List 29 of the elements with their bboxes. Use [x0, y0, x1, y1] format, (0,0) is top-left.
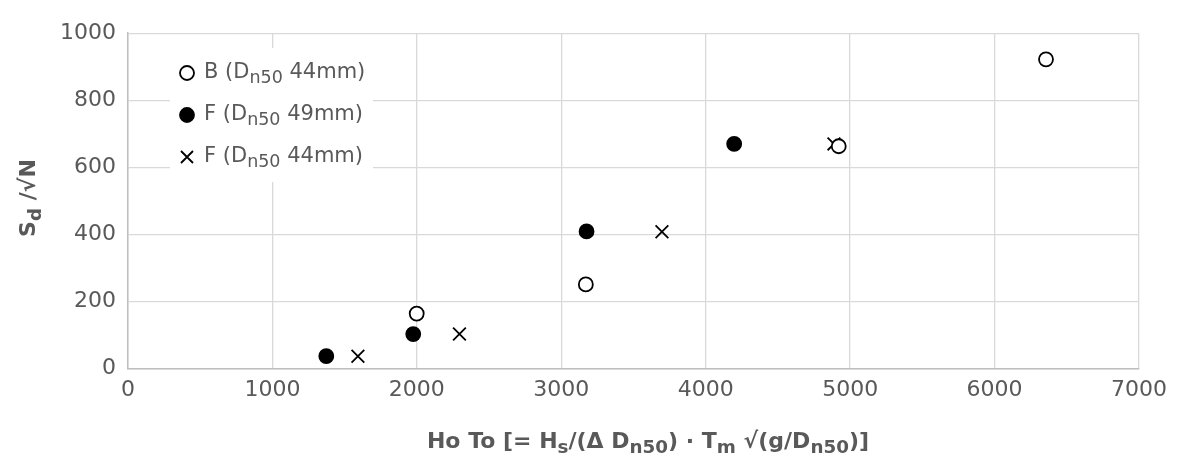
- y-tick-label: 200: [73, 287, 116, 313]
- point: [726, 135, 743, 152]
- legend-label: F (D$_{n50}$ 44mm): [204, 142, 363, 172]
- point: [318, 348, 335, 365]
- point: [350, 348, 366, 364]
- x-tick-label: 2000: [388, 375, 445, 401]
- x-tick-label: 3000: [533, 375, 590, 401]
- x-tick-label: 4000: [677, 375, 734, 401]
- y-tick-label: 0: [101, 354, 116, 380]
- y-tick-label: 600: [73, 153, 116, 179]
- x-tick-label: 6000: [966, 375, 1023, 401]
- legend-label: B (D$_{n50}$ 44mm): [204, 58, 366, 88]
- x-tick-label: 1000: [244, 375, 301, 401]
- x-tick-label: 0: [120, 375, 135, 401]
- x-tick-label: 7000: [1111, 375, 1168, 401]
- point: [830, 138, 847, 155]
- y-tick-label: 400: [73, 220, 116, 246]
- point: [405, 326, 422, 342]
- y-tick-label: 800: [73, 86, 116, 111]
- point: [577, 276, 594, 293]
- point: [578, 223, 595, 240]
- text: Ho To [= H$_{s}$/(Δ D$_{n50}$) · T$_{m}$ √(g/D$_{n50}$)]: [426, 427, 870, 457]
- point: [408, 305, 425, 322]
- x-tick-label: 5000: [822, 375, 879, 401]
- point: [654, 224, 670, 240]
- y-tick-label: 1000: [59, 18, 116, 44]
- point: [452, 326, 467, 342]
- legend-label: F (D$_{n50}$ 49mm): [204, 100, 363, 130]
- point: [1038, 51, 1054, 68]
